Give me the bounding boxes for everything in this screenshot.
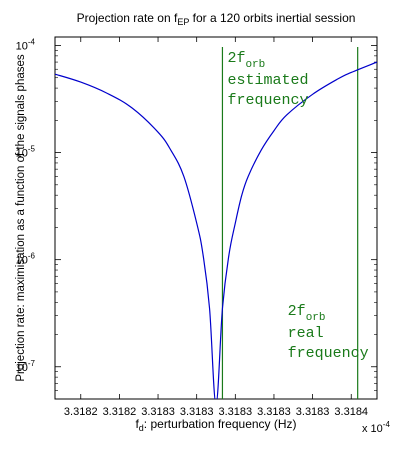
x-tick-label: 3.3182 — [103, 406, 137, 418]
x-axis-multiplier: x 10-4 — [362, 420, 390, 435]
y-tick-label: 10-5 — [16, 145, 36, 160]
tick-labels: 3.3182 3.3182 3.3183 3.3183 3.3183 3.3183 3.31… — [16, 37, 369, 418]
y-axis-label: Projection rate: maximisation as a funct… — [15, 54, 27, 382]
x-tick-label: 3.3184 — [334, 406, 368, 418]
x-tick-label: 3.3183 — [141, 406, 175, 418]
y-tick-label: 10-6 — [16, 252, 36, 267]
x-axis-label: fd: perturbation frequency (Hz) — [135, 417, 296, 433]
x-tick-label: 3.3183 — [180, 406, 214, 418]
plot-content — [55, 47, 377, 399]
annotation-line: estimated — [227, 72, 308, 89]
annotation-line: frequency — [227, 92, 308, 109]
x-tick-label: 3.3183 — [218, 406, 252, 418]
x-tick-label: 3.3182 — [64, 406, 98, 418]
annotation-2forb: 2forb — [288, 303, 326, 324]
y-tick-label: 10-4 — [16, 37, 36, 52]
annotation-line: frequency — [288, 345, 369, 362]
annotation-2forb: 2forb — [227, 50, 265, 71]
x-tick-label: 3.3183 — [296, 406, 330, 418]
chart-title: Projection rate on fEP for a 120 orbits … — [77, 11, 356, 27]
series-line — [55, 61, 377, 399]
plot-area — [54, 36, 378, 400]
axis-ticks — [55, 37, 377, 400]
y-tick-label: 10-7 — [16, 359, 36, 374]
annotation-line: real — [288, 325, 324, 342]
x-tick-label: 3.3183 — [257, 406, 291, 418]
